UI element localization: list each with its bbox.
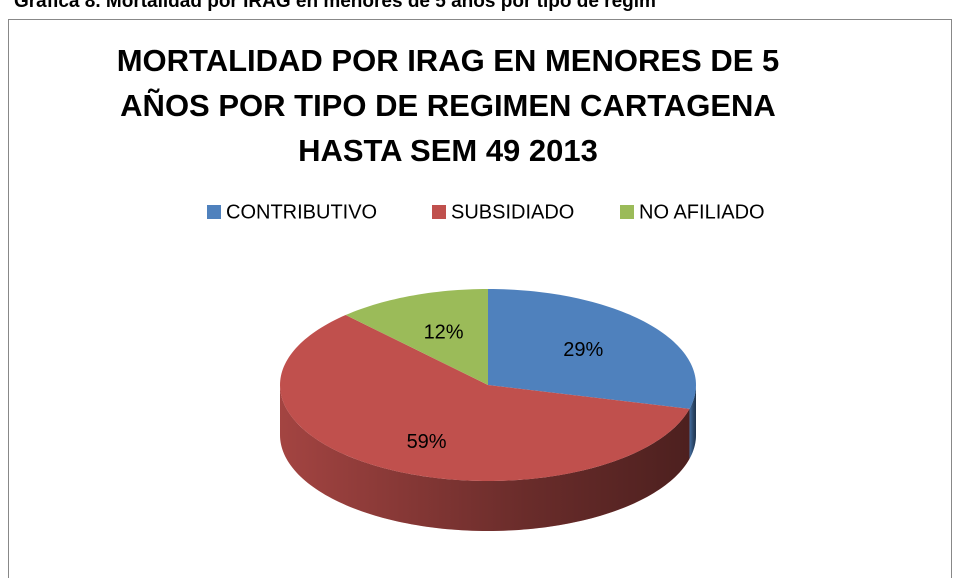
chart-title: MORTALIDAD POR IRAG EN MENORES DE 5 AÑOS… [116,43,780,168]
data-label: 59% [407,431,447,453]
slice [345,289,488,385]
legend-label: NO AFILIADO [639,201,765,223]
legend-swatch [207,205,221,219]
slice [488,289,696,409]
legend-swatch [432,205,446,219]
chart-frame [8,19,952,578]
data-label: 29% [563,339,603,361]
caption: Gráfica 8. Mortalidad por IRAG en menore… [14,0,656,12]
legend-label: CONTRIBUTIVO [226,201,377,223]
slice-side-shade [280,385,690,531]
slice [280,315,690,481]
legend-swatch [620,205,634,219]
legend-label: SUBSIDIADO [451,201,574,223]
data-label: 12% [424,322,464,344]
slice-side-shade [689,385,696,459]
